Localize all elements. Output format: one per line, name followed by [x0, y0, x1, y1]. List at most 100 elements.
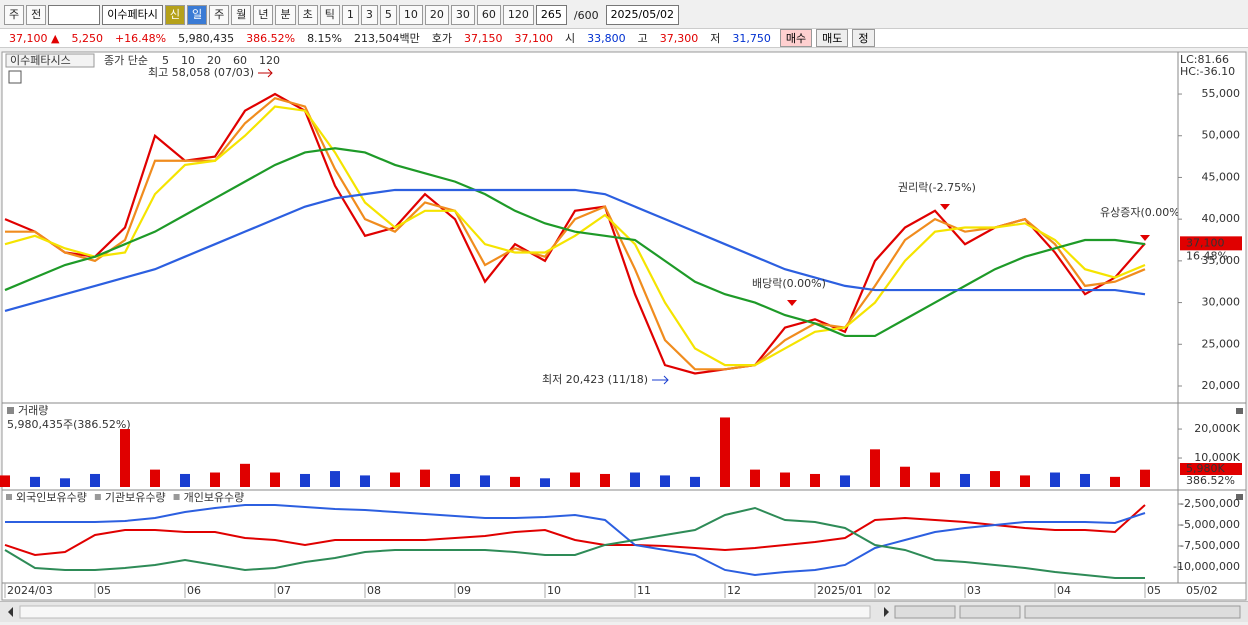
volume-bar [1020, 475, 1030, 487]
volume-bar [1140, 469, 1150, 487]
period-button[interactable]: 일 [186, 5, 208, 25]
legend-swatch [173, 494, 180, 500]
volume-bar [360, 475, 370, 487]
panel-button[interactable] [1236, 408, 1243, 414]
y-tick-label: 10,000K [1194, 451, 1240, 464]
volume-bar [120, 429, 130, 487]
volume-bar [30, 476, 40, 487]
volume-bar [1080, 473, 1090, 487]
toolbar-button[interactable]: 전 [26, 5, 47, 25]
quote-item: 33,800 [587, 31, 626, 45]
volume-bar [870, 449, 880, 487]
last-change-label: 16.48% [1186, 249, 1228, 262]
period-button[interactable]: 분 [275, 5, 296, 25]
volume-bar [540, 478, 550, 487]
plot [0, 417, 1150, 487]
arrow [258, 68, 273, 78]
last-volume-label: 5,980K [1186, 462, 1225, 475]
volume-bar [240, 463, 250, 487]
volume-bar [330, 471, 340, 487]
interval-button[interactable]: 60 [476, 5, 501, 25]
stock-code[interactable]: 007660 [48, 5, 101, 25]
volume-bar [990, 471, 1000, 487]
x-tick-label: 2024/03 [7, 584, 53, 597]
interval-button[interactable]: 5 [379, 5, 397, 25]
period-button[interactable]: 월 [231, 5, 252, 25]
volume-bar [810, 473, 820, 487]
quote-item: 5,250 [71, 31, 103, 45]
interval-button[interactable]: 30 [450, 5, 475, 25]
new-button[interactable]: 신 [164, 5, 185, 25]
date-input[interactable]: 2025/05/02 [605, 5, 679, 25]
y-tick-label: 20,000 [1202, 379, 1241, 392]
bar-max: /600 [573, 8, 599, 22]
volume-bar [210, 472, 220, 487]
legend-entry: 120 [259, 54, 280, 67]
arrow [652, 375, 669, 385]
zoom-slider[interactable] [959, 605, 1021, 619]
scroll-left[interactable] [8, 607, 13, 617]
x-tick-label: 2025/01 [817, 584, 863, 597]
legend-entry: 5 [162, 54, 169, 67]
action-button[interactable]: 매수 [779, 29, 813, 47]
legend-swatch [94, 494, 101, 500]
volume-bar [960, 473, 970, 487]
quote-item: 시 [565, 32, 576, 45]
y-tick-label: 50,000 [1202, 129, 1241, 142]
interval-button[interactable]: 3 [360, 5, 378, 25]
series-line [5, 96, 1146, 371]
annotation: 배당락(0.00%) [752, 277, 826, 290]
lc-label: LC:81.66 [1180, 53, 1229, 66]
volume-bar [300, 473, 310, 487]
toolbar-button[interactable]: 주 [4, 5, 25, 25]
y-tick-label: 30,000 [1202, 296, 1241, 309]
volume-bar [180, 473, 190, 487]
action-button[interactable]: 매도 [816, 29, 849, 47]
nav-buttons[interactable] [894, 605, 956, 619]
x-tick-label: 05 [97, 584, 111, 597]
series-line [4, 92, 1146, 375]
quote-item: 386.52% [246, 31, 296, 45]
action-button[interactable]: 정 [852, 29, 875, 47]
interval-button[interactable]: 20 [424, 5, 449, 25]
bar-count[interactable]: 265 [535, 5, 567, 25]
period-button[interactable]: 틱 [319, 5, 340, 25]
quote-item: 37,100 [514, 31, 554, 45]
scrollbar[interactable] [0, 601, 1248, 622]
quote-item: 호가 [431, 32, 452, 45]
panel-title: 거래량 [18, 404, 48, 417]
volume-bar [690, 476, 700, 487]
interval-button[interactable]: 1 [341, 5, 359, 25]
stock-name[interactable]: 이수페타시 [102, 5, 163, 25]
panel-subtitle: 5,980,435주(386.52%) [7, 418, 131, 431]
interval-button[interactable]: 10 [398, 5, 423, 25]
chart-frame [1, 51, 1247, 601]
period-button[interactable]: 초 [297, 5, 318, 25]
legend-title: 종가 단순 [104, 54, 148, 67]
quote-item: 저 [710, 32, 721, 45]
plot [4, 504, 1146, 579]
scroll-track[interactable] [19, 605, 871, 619]
last-price-box [1180, 236, 1242, 251]
chart: 20,000 25,000 30,000 35,000 40,000 45,000 50,0… [0, 51, 1247, 601]
quote-item: 31,750 [732, 31, 771, 45]
period-button[interactable]: 주 [209, 5, 230, 25]
panel-button[interactable] [1236, 494, 1243, 500]
quote-item: +16.48% [114, 31, 167, 45]
annotation: 최저 20,423 (11/18) [542, 373, 648, 386]
series-line [4, 147, 1146, 338]
volume-bar [510, 476, 520, 487]
volume-bar [720, 417, 730, 487]
table-icon[interactable] [8, 70, 22, 84]
plot [4, 92, 1146, 375]
volume-bar [420, 469, 430, 487]
y-tick-label: 20,000K [1194, 422, 1240, 435]
quote-item: 5,980,435 [178, 31, 235, 45]
annotation: 유상증자(0.00%) [1100, 206, 1184, 219]
scroll-right[interactable] [884, 607, 889, 617]
tool-buttons[interactable] [1024, 605, 1241, 619]
interval-button[interactable]: 120 [502, 5, 534, 25]
period-button[interactable]: 년 [253, 5, 274, 25]
y-tick-label: 40,000 [1202, 212, 1241, 225]
